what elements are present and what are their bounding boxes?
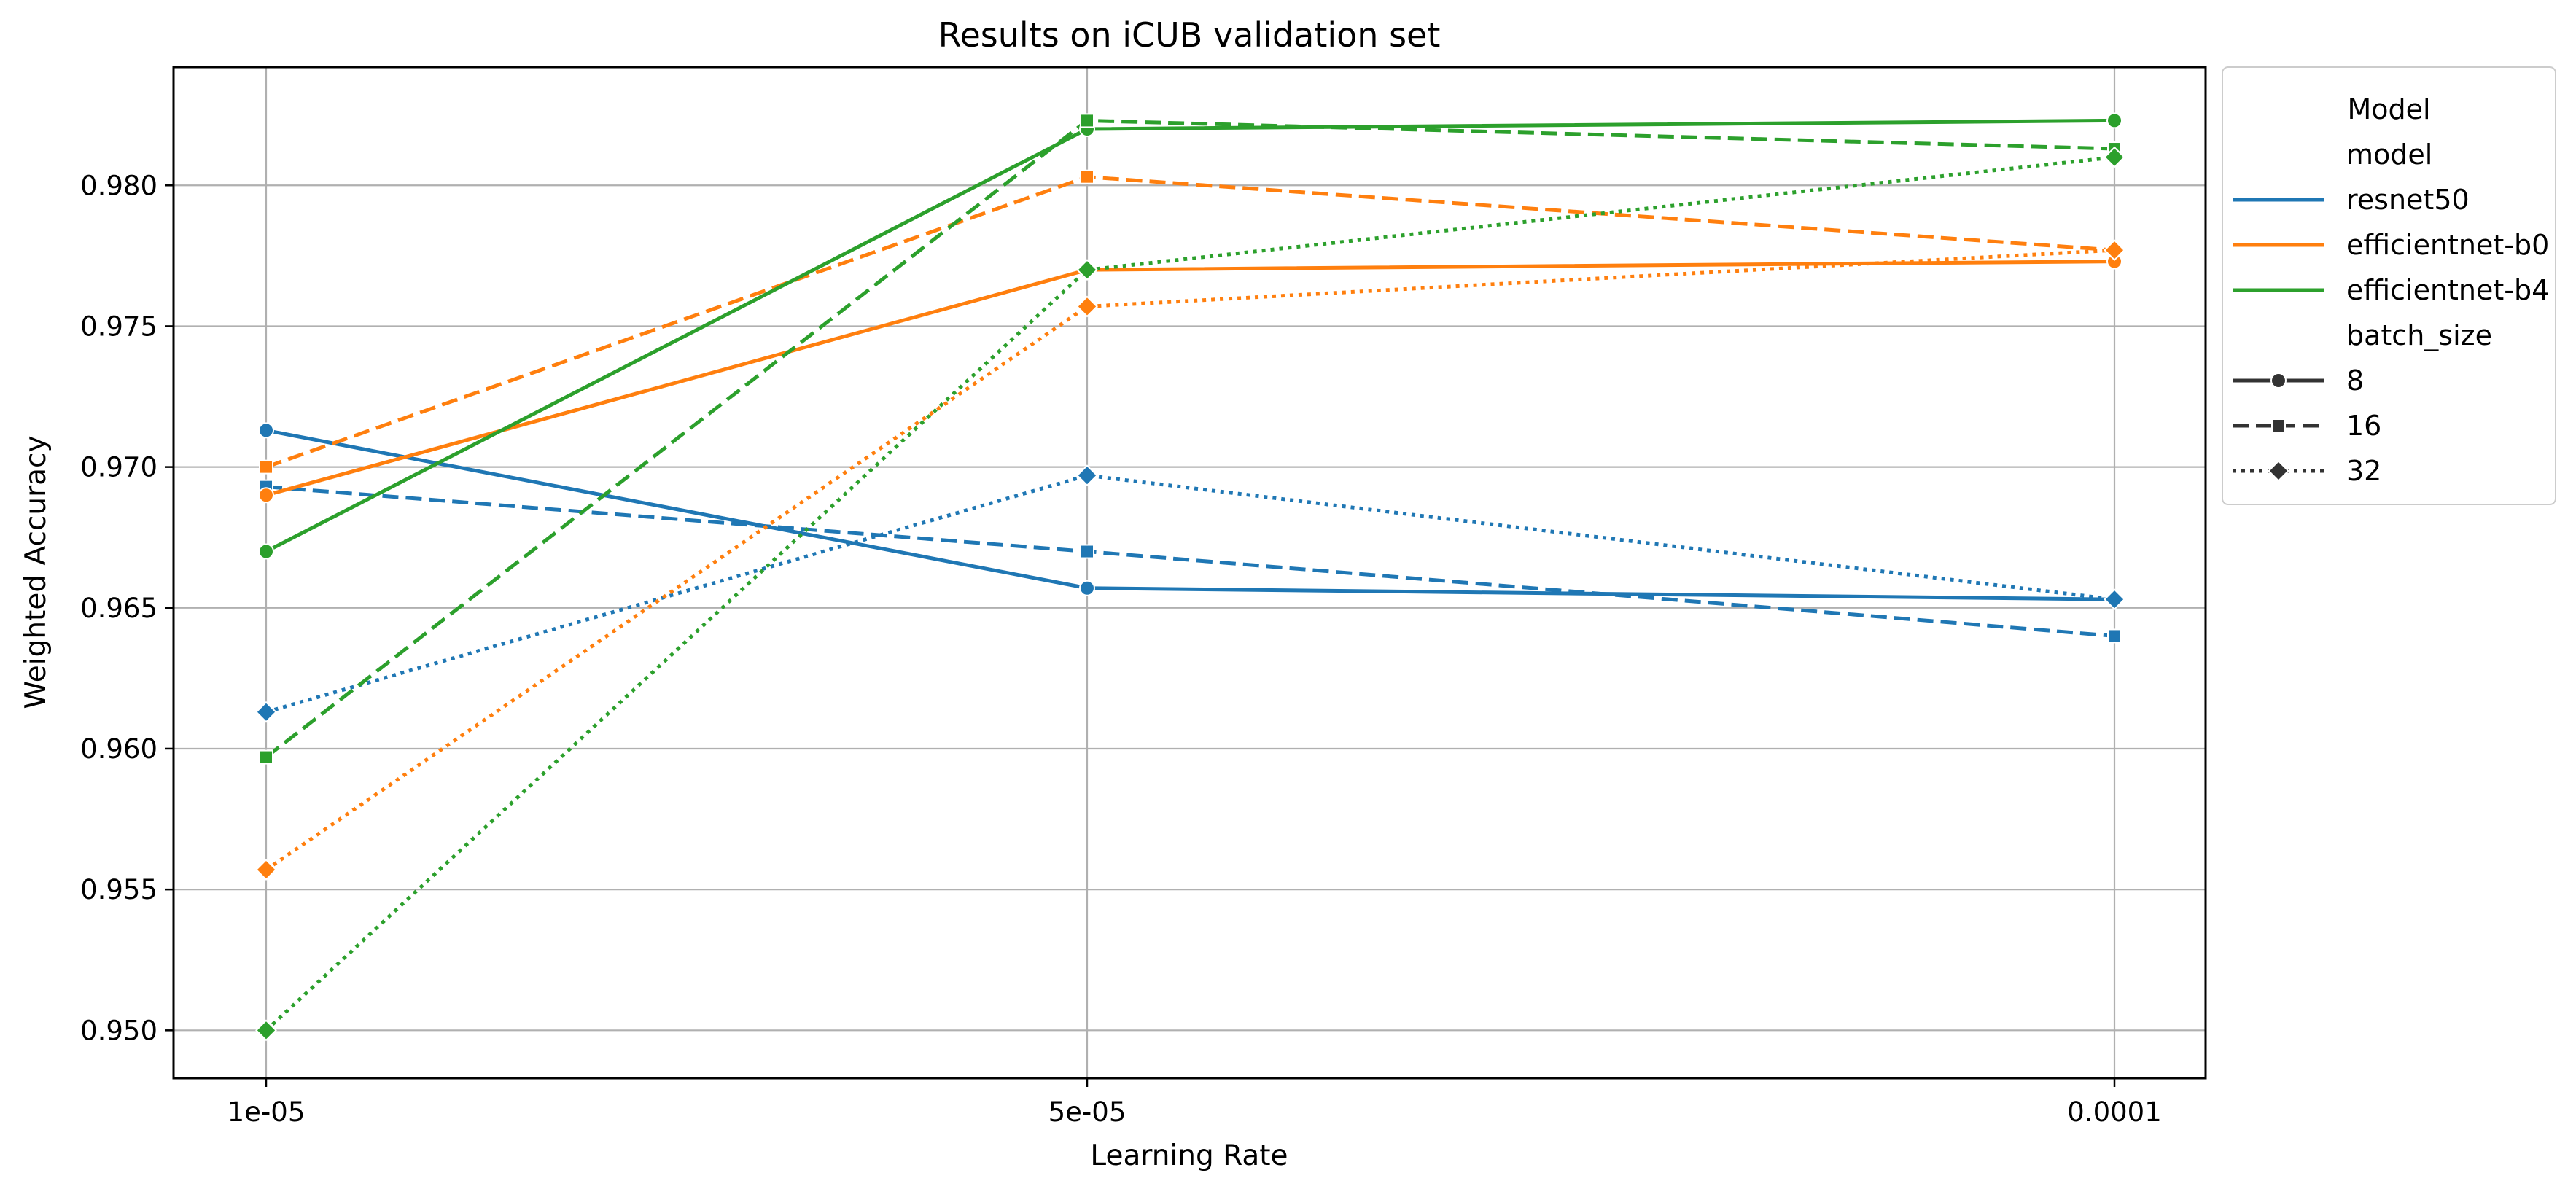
y-tick-label: 0.965: [80, 593, 157, 624]
data-point-efficientnet-b4-bs8: [258, 543, 274, 560]
data-point-efficientnet-b4-bs8: [2106, 112, 2122, 129]
legend-box: [2222, 66, 2556, 505]
x-axis-title: Learning Rate: [1090, 1139, 1288, 1172]
chart-title: Results on iCUB validation set: [938, 15, 1441, 55]
series-line-efficientnet-b0-bs16: [265, 175, 2115, 469]
series-line-resnet50-bs16: [265, 485, 2115, 638]
series-line-resnet50-bs8: [265, 428, 2115, 601]
data-point-resnet50-bs8: [258, 422, 274, 439]
series-line-resnet50-bs32: [265, 473, 2115, 714]
data-point-resnet50-bs32: [1076, 464, 1098, 487]
legend-label-efficientnet-b4: efficientnet-b4: [2346, 274, 2549, 306]
data-point-efficientnet-b4-bs16: [1080, 113, 1094, 128]
data-point-resnet50-bs32: [2104, 588, 2125, 611]
legend-title: Model: [2347, 93, 2430, 125]
axes: 0.950 0.955 0.960 0.965 0.970 0.975 0.980 1e-05…: [80, 170, 2162, 1128]
y-tick-label: 0.980: [80, 170, 157, 201]
data-point-efficientnet-b0-bs16: [1080, 169, 1094, 184]
data-point-resnet50-bs16: [2107, 628, 2122, 644]
legend-marker-bs32: [2268, 460, 2289, 482]
data-point-resnet50-bs16: [1080, 544, 1094, 559]
y-tick-label: 0.950: [80, 1015, 157, 1046]
series-line-efficientnet-b0-bs32: [265, 248, 2115, 872]
data-point-efficientnet-b0-bs16: [259, 459, 273, 475]
series-line-efficientnet-b4-bs32: [265, 155, 2115, 1032]
x-tick-label: 1e-05: [227, 1096, 306, 1128]
data-point-resnet50-bs32: [255, 701, 277, 723]
plot-frame: [172, 66, 2207, 1080]
data-point-efficientnet-b0-bs8: [258, 487, 274, 504]
y-axis-title: Weighted Accuracy: [20, 435, 52, 709]
series-markers: [255, 112, 2125, 1042]
legend-label-efficientnet-b0: efficientnet-b0: [2346, 229, 2549, 261]
data-point-efficientnet-b4-bs32: [255, 1019, 277, 1042]
legend-style-title: batch_size: [2346, 319, 2492, 351]
x-tick-label: 5e-05: [1048, 1096, 1126, 1128]
series-lines: [265, 118, 2115, 1032]
series-line-efficientnet-b4-bs16: [265, 118, 2115, 759]
data-point-efficientnet-b4-bs32: [2104, 146, 2125, 168]
data-point-efficientnet-b0-bs32: [1076, 295, 1098, 318]
grid: [174, 67, 2206, 1078]
y-tick-label: 0.970: [80, 452, 157, 483]
data-point-efficientnet-b0-bs32: [255, 859, 277, 881]
series-line-efficientnet-b0-bs8: [265, 260, 2115, 497]
y-tick-label: 0.975: [80, 311, 157, 342]
legend-label-resnet50: resnet50: [2346, 184, 2470, 216]
legend-label-bs32: 32: [2346, 455, 2381, 487]
legend-label-bs16: 16: [2346, 410, 2381, 442]
data-point-efficientnet-b4-bs32: [1076, 259, 1098, 281]
data-point-efficientnet-b4-bs16: [259, 749, 273, 765]
legend-label-bs8: 8: [2346, 364, 2364, 397]
x-tick-label: 0.0001: [2067, 1096, 2161, 1128]
data-point-efficientnet-b0-bs32: [2104, 239, 2125, 262]
legend-marker-bs8: [2270, 373, 2287, 389]
data-point-resnet50-bs8: [1079, 580, 1095, 596]
legend: Model model resnet50 efficientnet-b0 efficie…: [2222, 66, 2556, 505]
legend-hue-title: model: [2346, 139, 2432, 171]
y-tick-label: 0.960: [80, 733, 157, 765]
y-tick-label: 0.955: [80, 874, 157, 905]
legend-marker-bs16: [2271, 418, 2286, 433]
